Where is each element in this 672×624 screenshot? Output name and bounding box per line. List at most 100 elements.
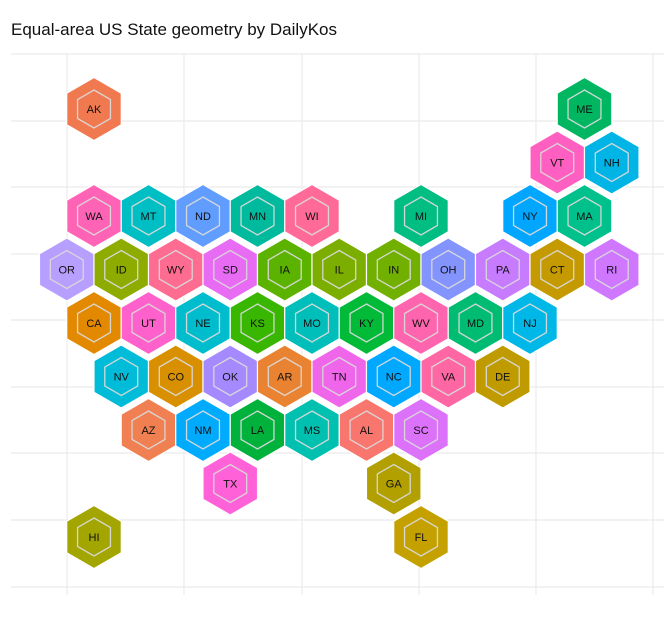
state-hex-mi: MI xyxy=(393,183,449,249)
state-label-in: IN xyxy=(388,265,399,277)
state-hex-in: IN xyxy=(365,237,422,302)
state-hex-inner-outline-wi xyxy=(294,196,330,236)
state-label-co: CO xyxy=(168,372,185,384)
state-hex-inner-outline-ny xyxy=(512,196,548,236)
state-label-la: LA xyxy=(251,425,265,437)
state-hex-md: MD xyxy=(447,290,504,356)
state-hex-sd: SD xyxy=(202,237,259,302)
state-hex-inner-outline-hi xyxy=(76,517,112,557)
state-hex-pa: PA xyxy=(474,237,531,302)
state-label-ky: KY xyxy=(359,318,374,330)
state-label-nj: NJ xyxy=(523,318,536,330)
state-hex-ak: AK xyxy=(66,76,122,142)
state-hex-inner-outline-or xyxy=(49,249,84,290)
state-hex-fill-mi xyxy=(393,183,449,249)
state-hex-inner-outline-ca xyxy=(76,303,112,343)
state-hex-ar: AR xyxy=(256,344,313,409)
state-label-sc: SC xyxy=(413,425,428,437)
state-label-va: VA xyxy=(441,372,456,384)
state-hex-inner-outline-sc xyxy=(403,410,439,450)
state-label-me: ME xyxy=(576,104,593,116)
state-label-hi: HI xyxy=(89,532,100,544)
state-hex-inner-outline-id xyxy=(104,249,139,290)
state-hex-inner-outline-vt xyxy=(540,142,575,183)
state-hex-inner-outline-nj xyxy=(512,303,548,343)
state-label-or: OR xyxy=(59,265,76,277)
state-hex-fill-nh xyxy=(583,130,640,195)
state-label-ga: GA xyxy=(386,479,403,491)
state-hex-fill-tx xyxy=(202,451,259,516)
state-label-nh: NH xyxy=(604,158,620,170)
state-hex-inner-outline-mt xyxy=(131,196,166,236)
state-label-nm: NM xyxy=(194,425,211,437)
state-hex-inner-outline-wy xyxy=(158,249,193,290)
state-hex-nm: NM xyxy=(175,397,231,463)
state-hex-nd: ND xyxy=(175,183,231,249)
state-hex-nv: NV xyxy=(93,344,150,409)
state-hex-va: VA xyxy=(420,344,477,409)
state-hex-inner-outline-ak xyxy=(76,89,112,129)
state-label-ar: AR xyxy=(277,372,292,384)
state-label-ma: MA xyxy=(576,211,593,223)
state-hex-inner-outline-ok xyxy=(213,356,248,397)
state-label-wa: WA xyxy=(85,211,103,223)
state-label-ri: RI xyxy=(606,265,617,277)
state-hex-mt: MT xyxy=(120,183,177,249)
state-hex-inner-outline-co xyxy=(158,356,193,397)
state-label-al: AL xyxy=(360,425,373,437)
state-label-az: AZ xyxy=(141,425,155,437)
state-hex-inner-outline-mn xyxy=(240,196,275,236)
state-hex-inner-outline-ar xyxy=(267,356,302,397)
state-hex-inner-outline-ks xyxy=(240,303,275,343)
state-label-il: IL xyxy=(335,265,344,277)
state-hex-wa: WA xyxy=(66,183,122,249)
state-hex-fill-hi xyxy=(66,504,122,570)
state-label-ne: NE xyxy=(195,318,210,330)
state-label-ia: IA xyxy=(280,265,291,277)
state-label-mo: MO xyxy=(303,318,321,330)
state-label-ks: KS xyxy=(250,318,265,330)
state-hex-inner-outline-mo xyxy=(294,303,330,343)
state-hex-inner-outline-me xyxy=(567,89,602,129)
state-hex-tn: TN xyxy=(311,344,368,409)
state-hex-ca: CA xyxy=(66,290,122,356)
state-label-fl: FL xyxy=(415,532,428,544)
state-hex-inner-outline-il xyxy=(322,249,357,290)
state-hex-ms: MS xyxy=(284,397,340,463)
state-hex-wy: WY xyxy=(147,237,204,302)
state-label-vt: VT xyxy=(550,158,564,170)
state-hex-id: ID xyxy=(93,237,150,302)
state-hex-inner-outline-nd xyxy=(185,196,221,236)
state-label-wv: WV xyxy=(412,318,430,330)
state-hex-inner-outline-la xyxy=(240,410,275,450)
state-hex-nj: NJ xyxy=(502,290,558,356)
state-label-ak: AK xyxy=(87,104,102,116)
state-label-tx: TX xyxy=(223,479,238,491)
state-hex-inner-outline-ga xyxy=(376,463,411,504)
state-label-ca: CA xyxy=(86,318,102,330)
state-hex-co: CO xyxy=(147,344,204,409)
state-hex-fill-sc xyxy=(393,397,449,463)
state-hex-la: LA xyxy=(229,397,286,463)
state-label-wy: WY xyxy=(167,265,185,277)
state-hex-fill-ga xyxy=(365,451,422,516)
state-hex-inner-outline-pa xyxy=(485,249,520,290)
state-hex-vt: VT xyxy=(529,130,586,195)
state-hex-ga: GA xyxy=(365,451,422,516)
state-hex-al: AL xyxy=(338,397,395,463)
hex-layer: AK ME VT NH WA MT ND MN WI MI NY MA OR ID WY SD IA IL IN OH… xyxy=(38,76,640,570)
state-hex-fill-wi xyxy=(284,183,340,249)
state-hex-sc: SC xyxy=(393,397,449,463)
state-label-tn: TN xyxy=(332,372,347,384)
state-hex-oh: OH xyxy=(420,237,477,302)
state-hex-mn: MN xyxy=(229,183,286,249)
state-label-nd: ND xyxy=(195,211,211,223)
state-hex-ma: MA xyxy=(556,183,613,249)
state-hex-inner-outline-nh xyxy=(594,142,629,183)
state-hex-inner-outline-az xyxy=(131,410,166,450)
state-hex-ct: CT xyxy=(529,237,586,302)
state-label-mi: MI xyxy=(415,211,427,223)
state-label-wi: WI xyxy=(305,211,318,223)
